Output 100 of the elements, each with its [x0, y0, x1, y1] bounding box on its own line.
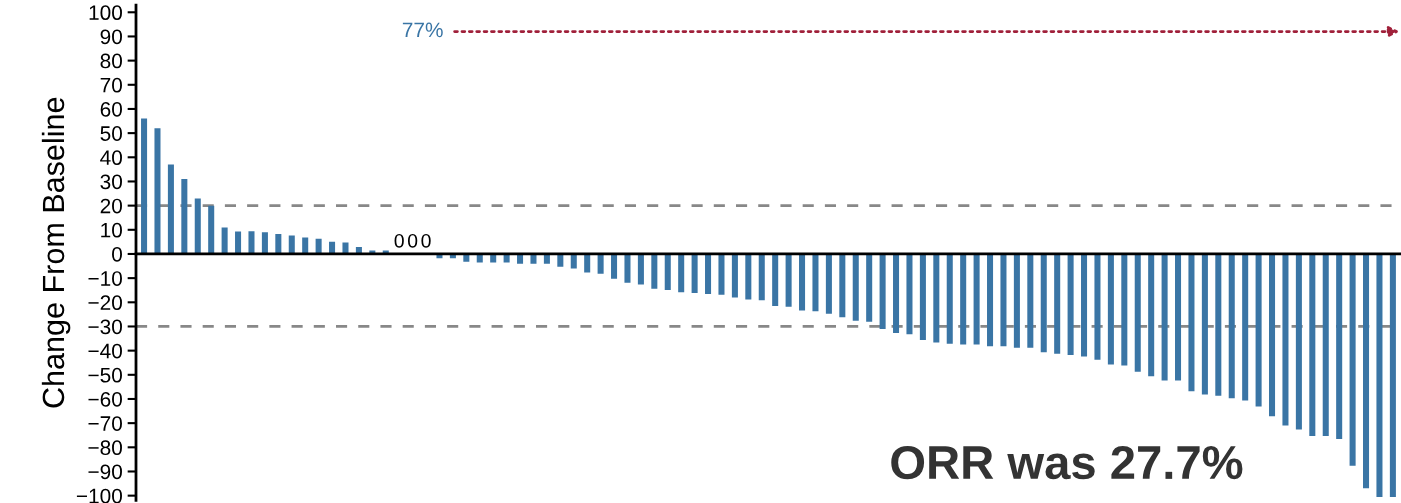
bar — [181, 179, 188, 254]
bar — [1228, 253, 1235, 399]
bar — [879, 253, 886, 329]
y-tick-label: 80 — [100, 53, 122, 69]
bar — [1054, 253, 1061, 354]
bar — [1161, 253, 1168, 381]
bar — [799, 253, 806, 311]
bar — [261, 232, 268, 254]
bar — [1000, 253, 1007, 347]
bar — [1081, 253, 1088, 357]
bar — [1107, 253, 1114, 365]
bar — [933, 253, 940, 343]
bar — [866, 253, 873, 322]
bar — [1188, 253, 1195, 392]
bar — [1336, 253, 1343, 440]
bar — [1282, 253, 1289, 426]
bar — [664, 253, 671, 290]
bar — [1363, 253, 1370, 489]
bar — [154, 128, 161, 254]
y-tick-label: −90 — [88, 464, 122, 480]
y-tick-label: 30 — [100, 174, 122, 190]
bar — [1255, 253, 1262, 407]
bar — [584, 253, 591, 273]
y-tick-label: −20 — [88, 295, 122, 311]
data-label: 0 — [407, 233, 418, 248]
bar — [342, 242, 349, 254]
bar — [946, 253, 953, 344]
bar — [141, 118, 148, 254]
bar — [1094, 253, 1101, 360]
bar — [1242, 253, 1249, 401]
y-tick-label: 60 — [100, 101, 122, 117]
bar — [691, 253, 698, 294]
bar — [637, 253, 644, 285]
annotation: 77% — [402, 22, 443, 38]
y-tick-label: 100 — [89, 5, 122, 21]
bar — [221, 227, 228, 254]
bar — [731, 253, 738, 298]
bar — [167, 164, 174, 254]
bar — [1389, 253, 1396, 498]
bar — [718, 253, 725, 295]
annotation: ORR was 27.7% — [891, 445, 1243, 480]
bar — [597, 253, 604, 274]
bar — [1134, 253, 1141, 372]
y-tick-label: −30 — [88, 319, 122, 335]
bar — [1121, 253, 1128, 366]
bar — [543, 253, 550, 264]
bar — [1040, 253, 1047, 353]
bar — [785, 253, 792, 307]
bar — [1148, 253, 1155, 377]
data-label: 0 — [394, 233, 404, 248]
y-tick-label: −40 — [88, 343, 122, 359]
y-tick-label: 0 — [112, 246, 122, 262]
y-tick-label: −70 — [88, 416, 122, 431]
bar — [812, 253, 819, 312]
bar — [960, 253, 967, 345]
bar — [1322, 253, 1329, 436]
bar — [893, 253, 900, 333]
bar — [705, 253, 712, 295]
data-label: 0 — [421, 233, 431, 248]
bar — [530, 253, 537, 264]
y-tick-label: 10 — [101, 222, 122, 238]
bar — [1013, 253, 1020, 348]
y-tick-label: 40 — [100, 150, 122, 166]
bar — [235, 231, 242, 254]
bar — [1201, 253, 1208, 395]
bar — [1309, 253, 1316, 436]
bar — [772, 253, 779, 306]
y-tick-label: 20 — [100, 198, 122, 214]
bar — [1175, 253, 1182, 381]
y-tick-label: −100 — [76, 488, 122, 503]
bar — [678, 253, 685, 293]
bar — [987, 253, 994, 347]
bar — [624, 253, 631, 283]
y-tick-label: −50 — [88, 367, 122, 383]
y-tick-label: 70 — [100, 77, 122, 93]
y-tick-label: −10 — [88, 271, 122, 286]
bar — [1295, 253, 1302, 430]
bar — [852, 253, 859, 321]
y-axis-title: Change From Baseline — [41, 97, 71, 408]
bar — [194, 198, 201, 254]
bar — [288, 235, 295, 254]
bar — [758, 253, 765, 301]
bar — [973, 253, 980, 345]
bar — [315, 238, 322, 254]
bar — [275, 233, 282, 254]
bar — [839, 253, 846, 318]
bar — [517, 253, 524, 264]
bar — [248, 231, 255, 254]
bar — [1215, 253, 1222, 396]
bar — [825, 253, 832, 314]
y-tick-label: −80 — [88, 440, 122, 456]
bar — [611, 253, 618, 279]
bar — [919, 253, 926, 341]
bar — [557, 253, 564, 267]
bar — [906, 253, 913, 335]
bar — [208, 205, 215, 254]
y-tick-label: −60 — [88, 391, 122, 407]
bar — [1067, 253, 1074, 355]
bar — [1376, 253, 1383, 498]
bar — [1349, 253, 1356, 466]
